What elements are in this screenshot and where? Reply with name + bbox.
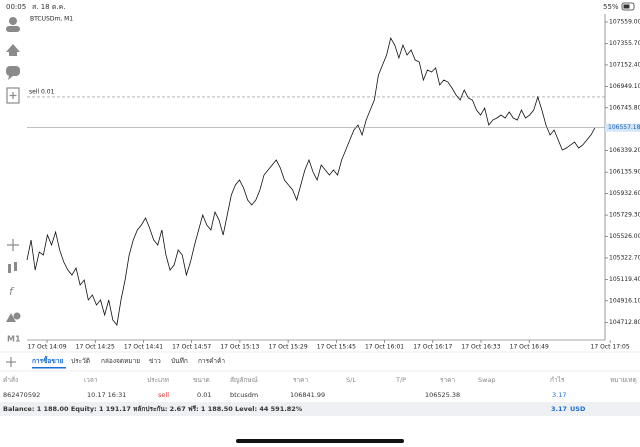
tab[interactable]: กล่องจดหมาย (101, 357, 140, 365)
tab[interactable]: บันทึก (171, 357, 188, 365)
balance-text: Balance: 1 188.00 Equity: 1 191.17 หลักป… (3, 405, 303, 413)
x-tick-label: 17 Oct 15:29 (269, 344, 308, 351)
objects-button[interactable]: f (9, 285, 15, 298)
trade-button[interactable] (6, 44, 20, 56)
column-header: Swap (478, 376, 496, 384)
tab[interactable]: การซื้อขาย (32, 355, 63, 365)
column-header: คำสั่ง (3, 375, 18, 384)
column-header: ราคา (440, 376, 455, 384)
indicators-button[interactable] (8, 262, 17, 273)
y-tick-label: 106339.20 (609, 147, 640, 154)
chart-title: BTCUSDm, M1 (30, 16, 73, 23)
current-price-label: 106557.18 (608, 124, 640, 131)
column-header: เวลา (84, 376, 98, 384)
y-tick-label: 107355.70 (609, 40, 640, 47)
battery-level (623, 4, 630, 9)
x-tick-label: 17 Oct 15:45 (317, 344, 356, 351)
current-price-tag (605, 123, 640, 132)
x-tick-label: 17 Oct 14:09 (27, 344, 66, 351)
column-header: กำไร (550, 376, 565, 384)
battery-icon (621, 2, 635, 11)
x-tick-label: 17 Oct 14:41 (124, 344, 163, 351)
y-tick-label: 105119.40 (609, 276, 640, 283)
add-button[interactable] (6, 357, 16, 367)
new-order-button[interactable] (6, 87, 20, 104)
tab[interactable]: การคำค้า (198, 357, 225, 365)
y-tick-label: 105526.00 (609, 233, 640, 240)
x-tick-label: 17 Oct 14:25 (76, 344, 115, 351)
chart: 107559.00 107355.70 107152.40 106949.10 1067… (26, 19, 640, 351)
y-tick-label: 105729.30 (609, 212, 640, 219)
y-tick-label: 106949.10 (609, 83, 640, 90)
svg-text:f: f (9, 285, 15, 298)
x-tick-label: 17 Oct 16:17 (413, 344, 452, 351)
chat-button[interactable] (6, 66, 20, 80)
y-tick-label: 107559.00 (609, 19, 640, 26)
table: คำสั่ง เวลา ประเภท ขนาด สัญลักษณ์ ราคา S/L T/P ร… (3, 375, 637, 399)
column-header: S/L (346, 376, 356, 384)
y-tick-label: 105322.70 (609, 254, 640, 261)
x-tick-label: 17 Oct 17:05 (591, 344, 630, 351)
balance-profit: 3.17 (551, 405, 567, 413)
cell-volume: 0.01 (197, 391, 211, 399)
home-indicator (236, 439, 404, 443)
column-header: ราคา (293, 376, 308, 384)
column-header: T/P (395, 376, 406, 384)
tab[interactable]: ข่าว (149, 357, 161, 365)
status-time: 00:05 (6, 3, 26, 11)
status-battery: 55% (603, 3, 619, 11)
y-tick-label: 105932.60 (609, 190, 640, 197)
x-tick-label: 17 Oct 15:13 (220, 344, 259, 351)
y-tick-label: 104916.10 (609, 297, 640, 304)
active-tab-underline (32, 367, 66, 369)
cell-time: 10.17 16:31 (87, 391, 126, 399)
x-tick-label: 17 Oct 14:57 (172, 344, 211, 351)
toolbar: f M1 (6, 17, 21, 344)
column-header: หมายเหตุ (610, 376, 637, 384)
x-tick-label: 17 Oct 16:33 (461, 344, 500, 351)
account-button[interactable] (6, 17, 20, 32)
cell-price: 106525.38 (425, 391, 460, 399)
timeframe-button[interactable]: M1 (7, 335, 21, 344)
price-line (26, 36, 596, 326)
balance-currency: USD (570, 405, 586, 413)
x-tick-label: 17 Oct 16:01 (365, 344, 404, 351)
cell-open-price: 106841.99 (290, 391, 325, 399)
order-label: sell 0.01 (29, 88, 55, 95)
column-header: ขนาด (193, 376, 210, 384)
balance-bar (0, 402, 640, 416)
y-tick-label: 106135.90 (609, 169, 640, 176)
cell-profit: 3.17 (552, 391, 566, 399)
shapes-button[interactable] (6, 312, 21, 323)
status-date: ส. 18 ต.ค. (32, 3, 66, 11)
y-tick-label: 106745.80 (609, 104, 640, 111)
cell-order: 862470592 (3, 391, 40, 399)
column-header: สัญลักษณ์ (230, 376, 258, 384)
cell-symbol: btcusdm (230, 391, 258, 399)
cell-type: sell (158, 391, 169, 399)
y-tick-label: 107152.40 (609, 61, 640, 68)
tabs: การซื้อขาย ประวัติ กล่องจดหมาย ข่าว บันทึก กา… (32, 355, 225, 369)
crosshair-button[interactable] (7, 239, 19, 251)
y-tick-label: 104712.80 (609, 319, 640, 326)
column-header: ประเภท (147, 376, 169, 384)
x-tick-label: 17 Oct 16:49 (510, 344, 549, 351)
tab[interactable]: ประวัติ (71, 357, 90, 365)
